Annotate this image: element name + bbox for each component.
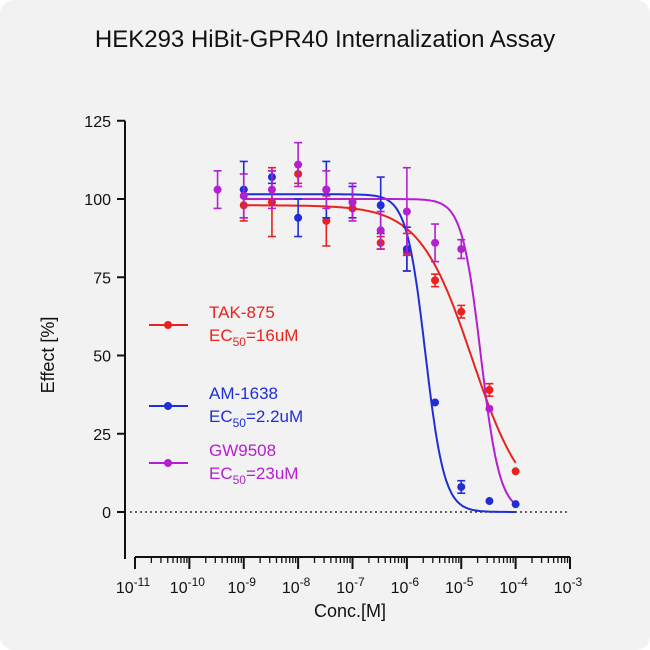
fit-curve-gw9508 <box>243 198 517 506</box>
x-tick-label: 10-6 <box>391 575 420 597</box>
data-point-am-1638 <box>457 482 466 491</box>
x-tick-label: 10-5 <box>445 575 474 597</box>
legend-marker <box>164 321 172 329</box>
chart-title: HEK293 HiBit-GPR40 Internalization Assay <box>94 26 556 53</box>
legend-ec50: EC50=16uM <box>209 326 298 349</box>
y-tick-label: 0 <box>102 505 111 522</box>
fit-curve-tak-875 <box>243 204 517 464</box>
data-point-gw9508 <box>457 245 466 254</box>
x-tick-label: 10-8 <box>282 575 311 597</box>
x-tick-label: 10-11 <box>116 575 151 597</box>
data-point-gw9508 <box>294 160 303 169</box>
data-point-tak-875 <box>322 216 331 225</box>
data-point-gw9508 <box>431 238 440 247</box>
x-tick-label: 10-9 <box>228 575 257 597</box>
y-tick-label: 125 <box>84 114 111 131</box>
x-tick-label: 10-4 <box>499 575 528 597</box>
data-point-am-1638 <box>294 213 303 222</box>
data-point-gw9508 <box>322 185 331 194</box>
y-tick-label: 75 <box>93 270 111 287</box>
data-point-gw9508 <box>267 185 276 194</box>
y-axis-label: Effect [%] <box>38 317 58 394</box>
data-point-am-1638 <box>485 497 494 506</box>
data-point-tak-875 <box>457 307 466 316</box>
legend-marker <box>164 459 172 467</box>
legend-ec50: EC50=23uM <box>209 464 298 487</box>
x-axis-label: Conc.[M] <box>314 601 386 621</box>
axes: 0 25 50 75 100 125 10-11 10-10 10-9 10-8 10-7 10-6 1… <box>84 114 582 597</box>
data-point-gw9508 <box>239 191 248 200</box>
data-point-am-1638 <box>511 500 520 509</box>
data-point-gw9508 <box>485 404 494 413</box>
fit-curves <box>243 193 517 513</box>
data-point-tak-875 <box>511 467 520 476</box>
data-point-gw9508 <box>402 207 411 216</box>
x-tick-label: 10-7 <box>336 575 365 597</box>
legend-ec50: EC50=2.2uM <box>209 407 303 430</box>
data-point-gw9508 <box>213 185 222 194</box>
legend-marker <box>164 402 172 410</box>
x-tick-label: 10-3 <box>554 575 583 597</box>
legend-series-name: TAK-875 <box>209 303 275 322</box>
legend-series-name: AM-1638 <box>209 384 278 403</box>
data-point-am-1638 <box>376 201 385 210</box>
y-tick-label: 25 <box>93 427 111 444</box>
y-tick-label: 50 <box>93 349 111 366</box>
legend: TAK-875 EC50=16uM AM-1638 EC50=2.2uM GW9508 E… <box>149 303 303 487</box>
fit-curve-am-1638 <box>243 193 516 513</box>
data-point-tak-875 <box>431 276 440 285</box>
data-point-tak-875 <box>485 385 494 394</box>
y-tick-label: 100 <box>84 192 111 209</box>
data-point-gw9508 <box>348 198 357 207</box>
data-points <box>213 141 520 509</box>
data-point-am-1638 <box>431 398 440 407</box>
legend-series-name: GW9508 <box>209 441 276 460</box>
x-tick-label: 10-10 <box>170 575 205 597</box>
data-point-gw9508 <box>376 226 385 235</box>
